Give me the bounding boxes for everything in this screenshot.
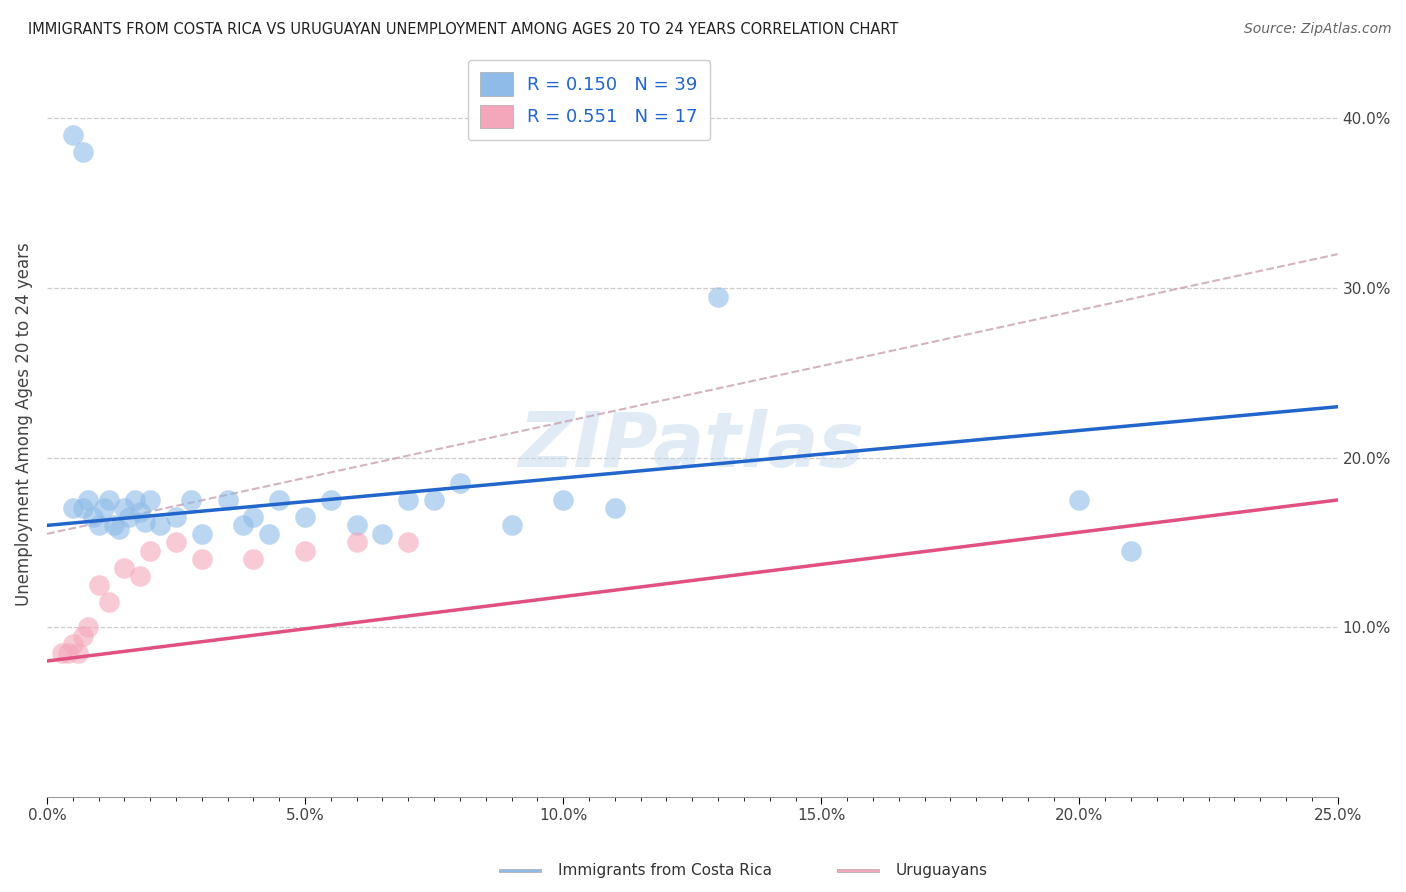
Point [124, 493, 146, 508]
Point [191, 527, 214, 541]
Point [108, 522, 131, 536]
Point [72, 145, 94, 160]
Point [87, 578, 110, 592]
Point [118, 510, 141, 524]
Point [165, 510, 187, 524]
Point [87, 518, 110, 533]
Point [66, 646, 89, 660]
FancyBboxPatch shape [499, 869, 541, 871]
Point [346, 535, 368, 549]
Point [242, 510, 264, 524]
Point [180, 493, 202, 508]
Text: Immigrants from Costa Rica: Immigrants from Costa Rica [558, 863, 772, 878]
Legend: R = 0.150   N = 39, R = 0.551   N = 17: R = 0.150 N = 39, R = 0.551 N = 17 [468, 60, 710, 140]
Point [294, 544, 316, 558]
Point [139, 544, 162, 558]
FancyBboxPatch shape [837, 869, 879, 871]
Point [97, 595, 120, 609]
Point [112, 501, 135, 516]
Point [93, 501, 115, 516]
Point [346, 518, 368, 533]
Text: IMMIGRANTS FROM COSTA RICA VS URUGUAYAN UNEMPLOYMENT AMONG AGES 20 TO 24 YEARS C: IMMIGRANTS FROM COSTA RICA VS URUGUAYAN … [28, 22, 898, 37]
Point [112, 561, 135, 575]
Point [449, 475, 471, 490]
Point [423, 493, 446, 508]
Point [242, 552, 264, 566]
Text: Uruguayans: Uruguayans [896, 863, 987, 878]
Point [72, 629, 94, 643]
Point [257, 527, 280, 541]
Point [165, 535, 187, 549]
Point [72, 501, 94, 516]
Point [1069, 493, 1091, 508]
Point [77, 493, 100, 508]
Point [103, 518, 125, 533]
Point [319, 493, 342, 508]
Point [149, 518, 172, 533]
Point [396, 493, 419, 508]
Point [62, 637, 84, 651]
Point [232, 518, 254, 533]
Point [707, 289, 730, 303]
Point [603, 501, 626, 516]
Text: Source: ZipAtlas.com: Source: ZipAtlas.com [1244, 22, 1392, 37]
Point [134, 515, 156, 529]
Point [553, 493, 575, 508]
Point [97, 493, 120, 508]
Point [62, 501, 84, 516]
Point [396, 535, 419, 549]
Point [294, 510, 316, 524]
Point [501, 518, 523, 533]
Point [51, 646, 73, 660]
Point [77, 620, 100, 634]
Point [128, 505, 150, 519]
Y-axis label: Unemployment Among Ages 20 to 24 years: Unemployment Among Ages 20 to 24 years [15, 242, 32, 606]
Point [139, 493, 162, 508]
Point [62, 128, 84, 143]
Point [371, 527, 394, 541]
Point [82, 510, 104, 524]
Point [1119, 544, 1142, 558]
Text: ZIPatlas: ZIPatlas [519, 409, 865, 483]
Point [56, 646, 79, 660]
Point [217, 493, 239, 508]
Point [128, 569, 150, 583]
Point [269, 493, 291, 508]
Point [191, 552, 214, 566]
